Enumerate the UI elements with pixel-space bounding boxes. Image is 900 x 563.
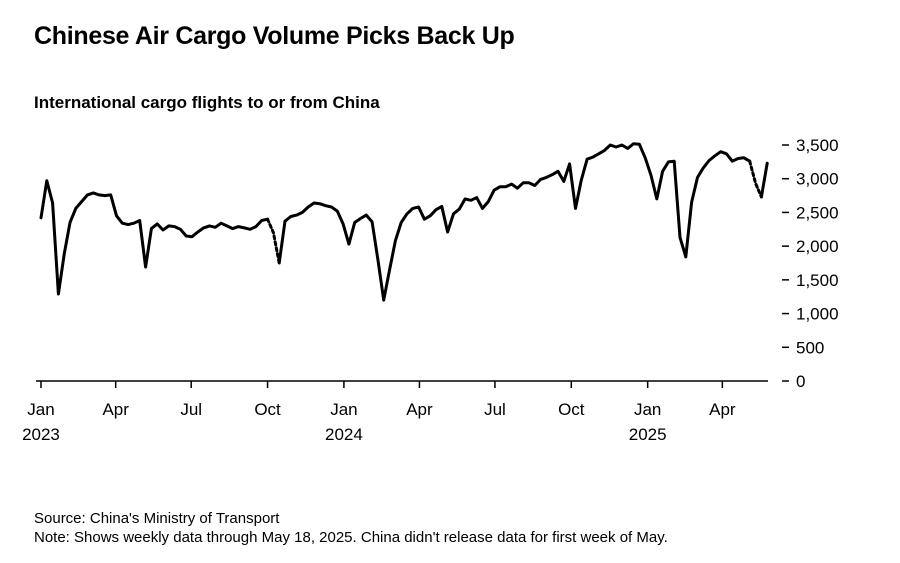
x-year-label: 2025 [629, 425, 667, 444]
y-tick-label: 500 [796, 338, 824, 357]
x-tick-label: Oct [558, 400, 585, 419]
x-tick-label: Jul [180, 400, 202, 419]
y-tick-label: 3,500 [796, 136, 839, 155]
series-layer [39, 142, 769, 302]
x-year-label: 2023 [22, 425, 60, 444]
chart-subtitle: International cargo flights to or from C… [34, 93, 380, 112]
axis-layer: Jan 2023 Apr Jul Oct Jan 2024 Apr Jul Oct Jan 2025 A… [22, 136, 838, 444]
series-line-dashed-1 [266, 217, 281, 265]
source-note: Source: China's Ministry of Transport [34, 510, 280, 527]
y-tick-label: 2,000 [796, 237, 839, 256]
x-tick-label: Jan [330, 400, 357, 419]
y-tick-label: 2,500 [796, 203, 839, 222]
x-tick-label: Oct [254, 400, 281, 419]
y-tick-label: 3,000 [796, 170, 839, 189]
y-tick-label: 1,500 [796, 271, 839, 290]
chart-title: Chinese Air Cargo Volume Picks Back Up [34, 22, 515, 50]
x-tick-label: Apr [102, 400, 129, 419]
y-tick-label: 0 [796, 372, 805, 391]
y-tick-label: 1,000 [796, 305, 839, 324]
x-year-label: 2024 [325, 425, 363, 444]
x-tick-label: Jan [27, 400, 54, 419]
x-tick-label: Apr [709, 400, 736, 419]
x-tick-label: Apr [406, 400, 433, 419]
series-line-solid-2 [277, 142, 752, 302]
series-line-dashed-3 [748, 159, 763, 199]
x-tick-label: Jul [484, 400, 506, 419]
x-tick-label: Jan [634, 400, 661, 419]
footnote: Note: Shows weekly data through May 18, … [34, 529, 668, 546]
series-line-solid-4 [759, 161, 769, 199]
series-line-solid-0 [39, 179, 270, 296]
